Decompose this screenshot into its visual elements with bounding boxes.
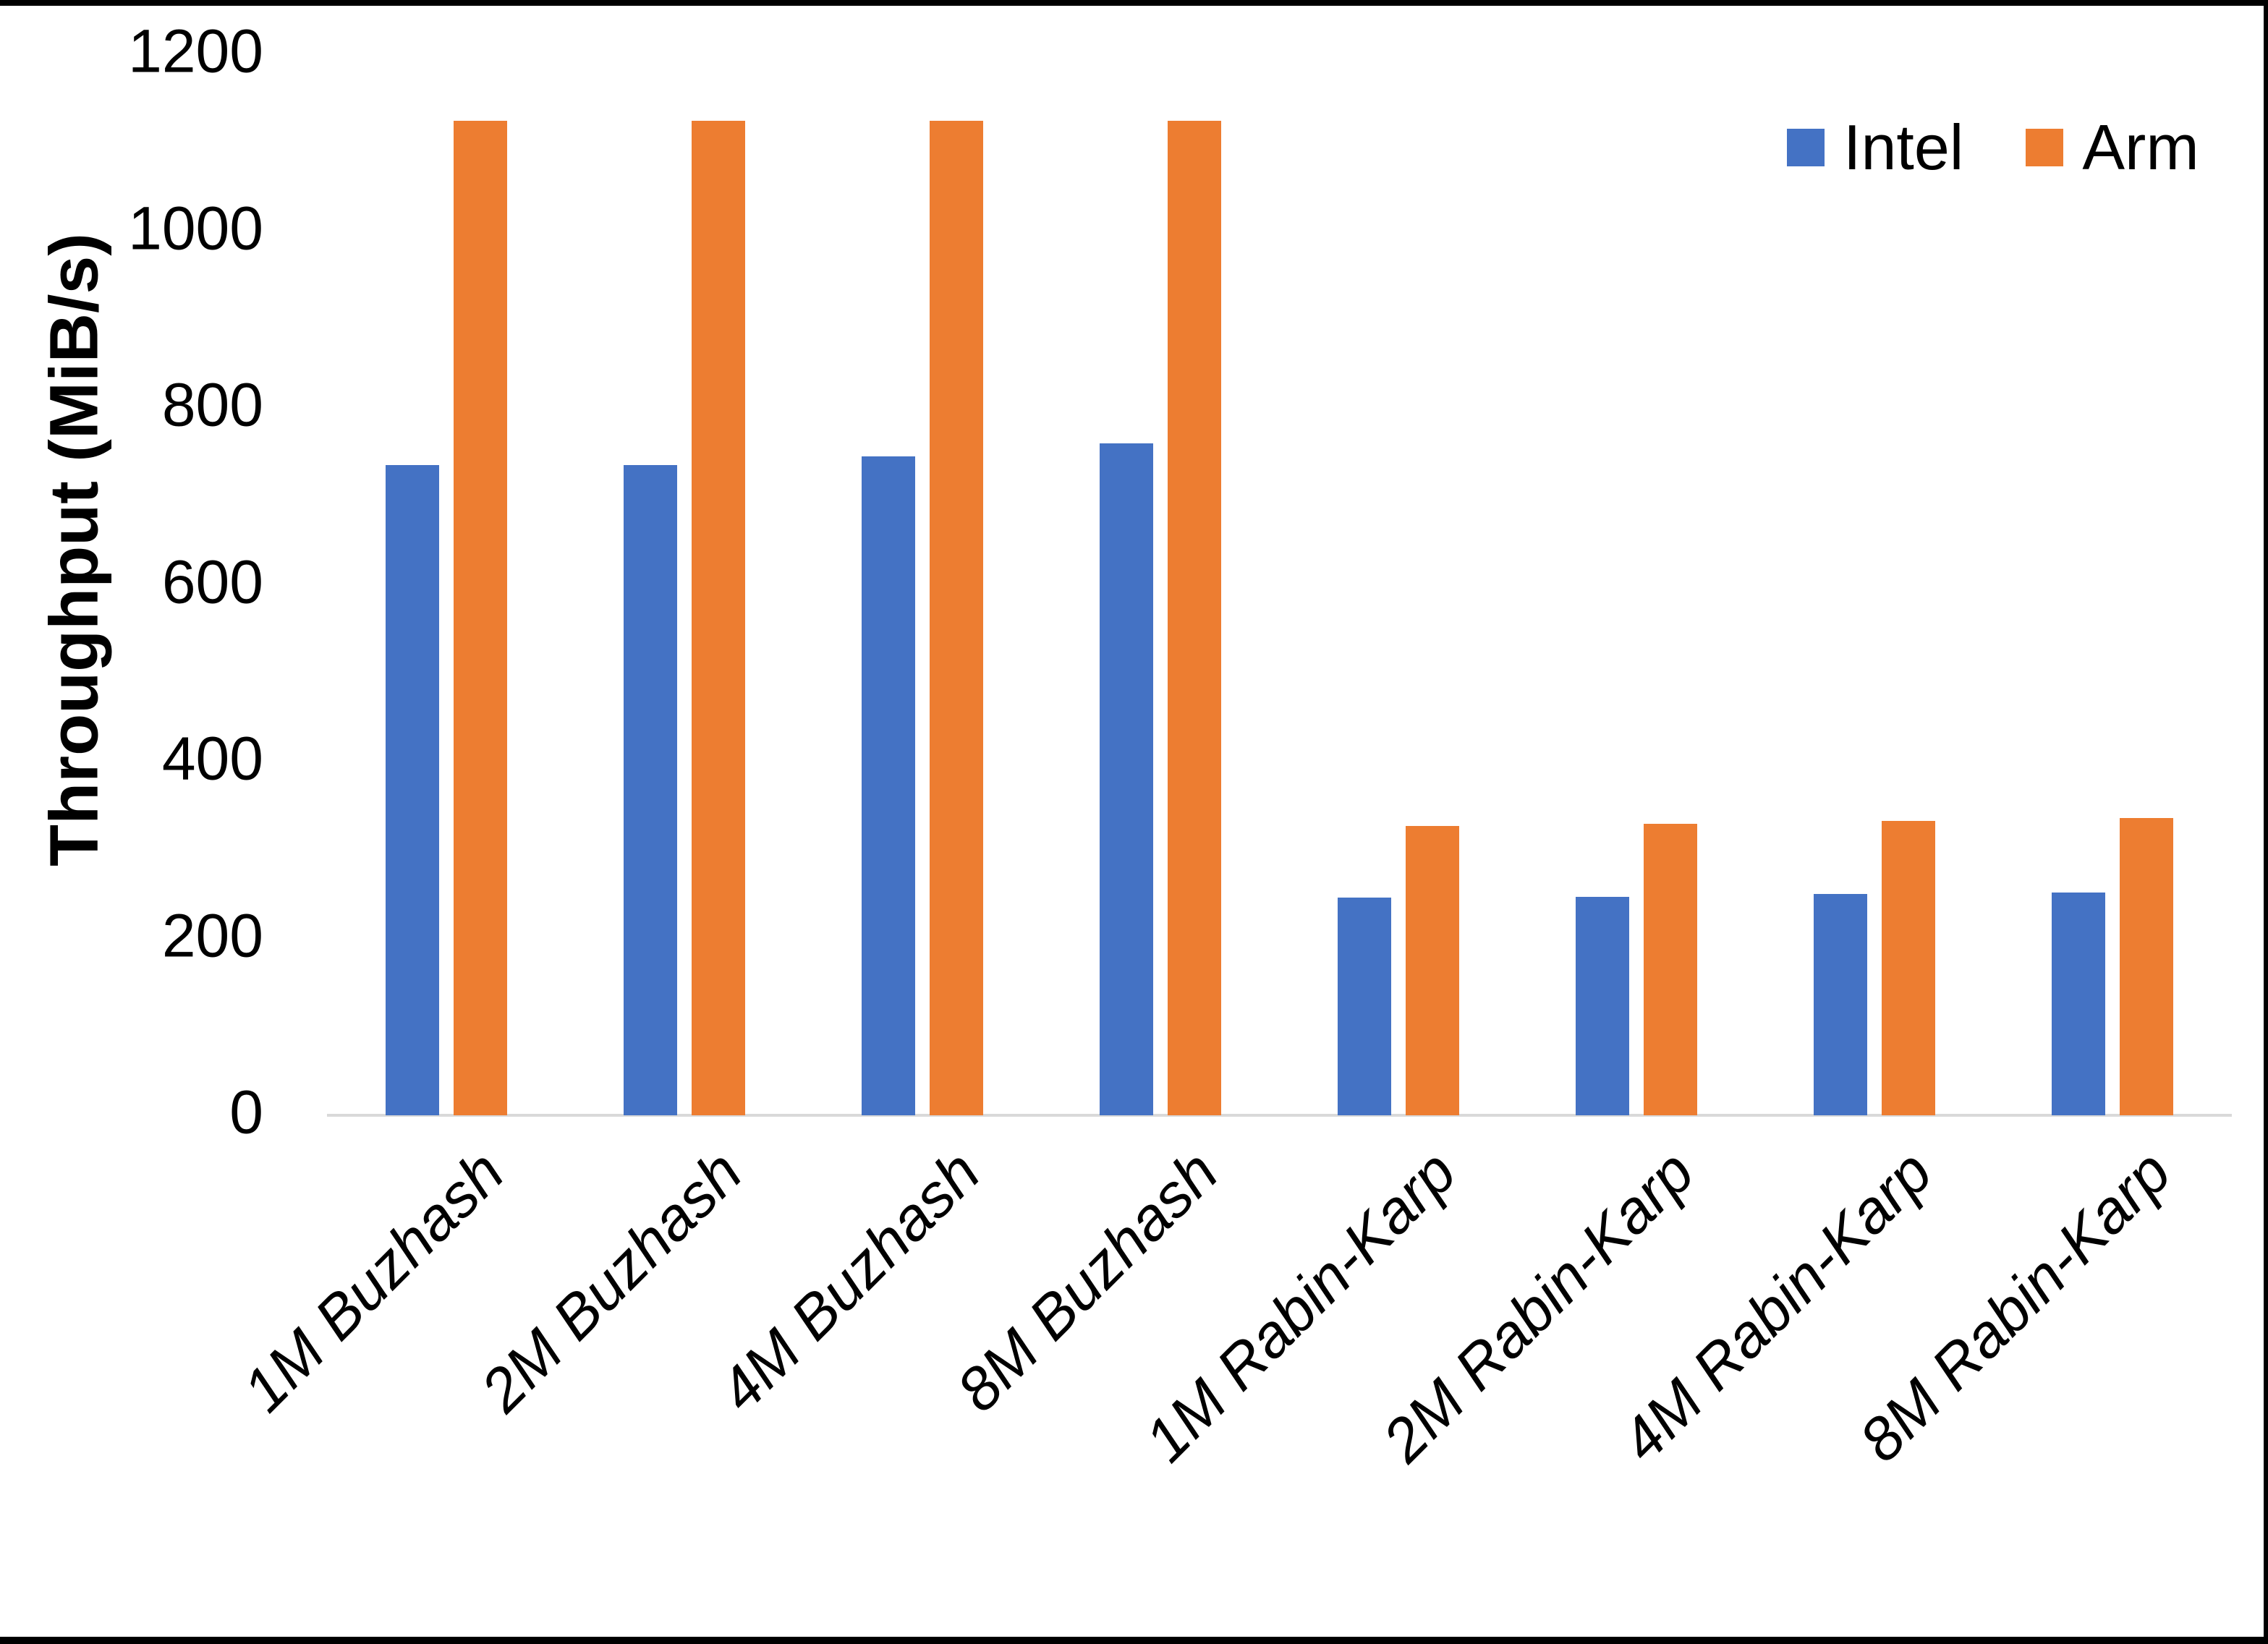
bar-intel-2m-rabin-karp [1576,897,1630,1115]
y-tick-1000: 1000 [128,194,263,263]
legend-label-intel: Intel [1843,111,1964,183]
bar-intel-1m-rabin-karp [1338,898,1392,1115]
bar-intel-1m-buzhash [385,465,439,1115]
x-axis-line [327,1114,2232,1117]
legend: Intel Arm [1787,111,2199,184]
y-tick-800: 800 [161,370,263,439]
bar-arm-2m-buzhash [691,120,745,1115]
legend-swatch-intel [1787,129,1825,166]
y-tick-1200: 1200 [128,17,263,85]
screenshot-border-right [2264,0,2268,1644]
bar-intel-8m-buzhash [1099,443,1153,1115]
bar-arm-2m-rabin-karp [1644,823,1698,1115]
bar-intel-4m-buzhash [861,456,915,1115]
legend-swatch-arm [2026,129,2064,166]
bar-arm-4m-rabin-karp [1882,820,1936,1115]
bar-intel-2m-buzhash [623,465,677,1115]
y-tick-0: 0 [229,1078,263,1146]
legend-label-arm: Arm [2082,111,2199,183]
screenshot-border-bottom [0,1637,2268,1644]
bar-arm-1m-buzhash [453,120,507,1115]
y-axis-title: Throughput (MiB/s) [35,233,113,866]
bar-arm-4m-buzhash [929,120,983,1115]
y-tick-200: 200 [161,901,263,970]
bar-arm-8m-buzhash [1167,120,1221,1115]
screenshot-border-top [0,0,2268,6]
bar-intel-4m-rabin-karp [1814,894,1868,1115]
bar-arm-1m-rabin-karp [1406,826,1460,1115]
bar-intel-8m-rabin-karp [2052,892,2106,1115]
bar-arm-8m-rabin-karp [2120,818,2174,1115]
y-tick-600: 600 [161,548,263,616]
y-tick-400: 400 [161,724,263,793]
